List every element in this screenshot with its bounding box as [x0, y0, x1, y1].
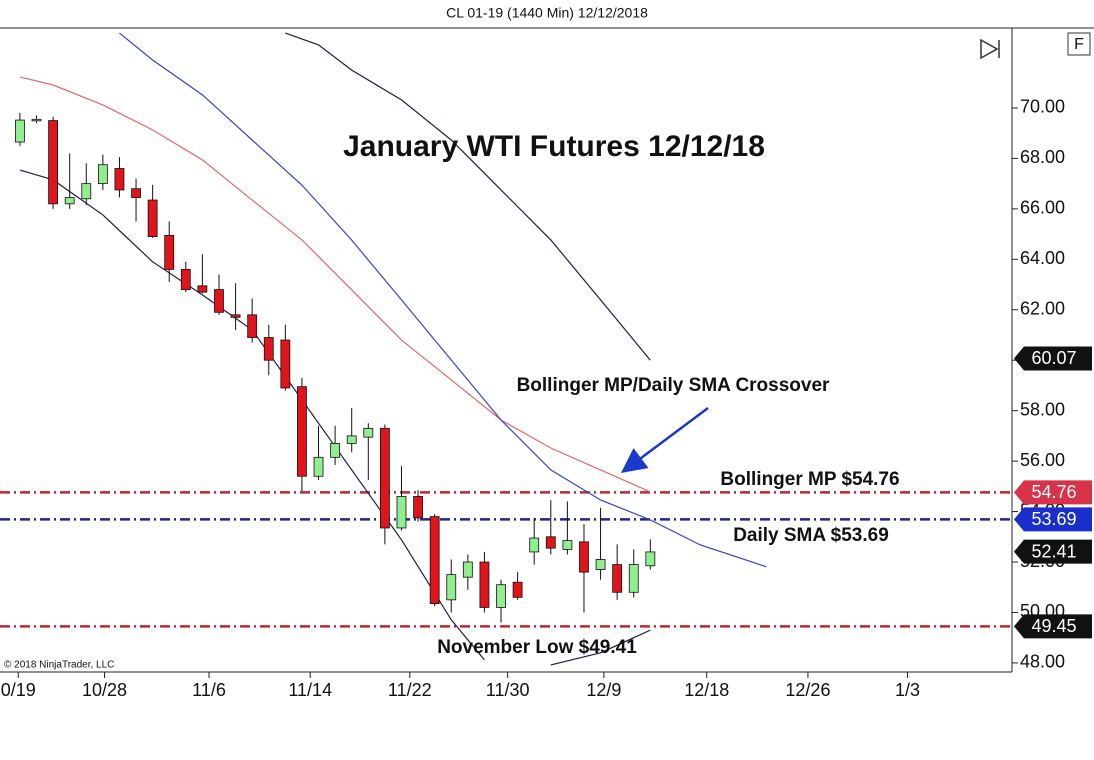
- y-tick-label: 56.00: [1020, 450, 1065, 470]
- candle-body: [579, 541, 589, 573]
- price-tag: [1014, 346, 1092, 371]
- y-tick-label: 68.00: [1020, 147, 1065, 167]
- candle-body: [612, 564, 623, 593]
- overlay-line: [19, 76, 651, 493]
- price-tag-label: 53.69: [1031, 509, 1076, 529]
- candle-body: [446, 574, 457, 601]
- x-tick-label: 12/26: [785, 680, 830, 700]
- annotation: Bollinger MP/Daily SMA Crossover: [517, 375, 830, 396]
- price-tag: [1014, 507, 1092, 532]
- candle-body: [462, 561, 473, 578]
- candle-body: [512, 581, 523, 598]
- candle-body: [363, 427, 374, 438]
- candle-body: [114, 168, 125, 191]
- end-button-icon[interactable]: [980, 38, 1000, 60]
- candle-body: [313, 456, 324, 477]
- y-tick-label: 48.00: [1020, 652, 1065, 672]
- price-tag: [1014, 614, 1092, 639]
- candle-body: [263, 337, 274, 361]
- y-tick-label: 64.00: [1020, 248, 1065, 268]
- candle-body: [413, 496, 423, 519]
- candle-body: [429, 516, 440, 605]
- candle-body: [197, 285, 208, 293]
- candle-body: [280, 339, 291, 389]
- x-tick-label: 10/28: [82, 680, 127, 700]
- f-button[interactable]: [1067, 32, 1091, 56]
- price-tag: [1014, 480, 1092, 505]
- chart-title: CL 01-19 (1440 Min) 12/12/2018: [446, 5, 648, 21]
- candle-body: [15, 119, 25, 143]
- annotation: January WTI Futures 12/12/18: [343, 130, 765, 163]
- copyright: © 2018 NinjaTrader, LLC: [4, 660, 114, 671]
- y-tick-label: 66.00: [1020, 198, 1065, 218]
- x-tick-label: 0/19: [1, 680, 36, 700]
- candle-body: [496, 584, 506, 608]
- candle-body: [97, 164, 108, 185]
- arrow: [620, 406, 709, 473]
- candle-body: [230, 314, 241, 318]
- candle-body: [545, 536, 556, 549]
- price-tag-label: 54.76: [1031, 482, 1076, 502]
- overlay-line: [285, 32, 651, 361]
- candle-body: [48, 120, 58, 205]
- price-tag-label: 49.45: [1031, 616, 1076, 636]
- candle-body: [645, 551, 656, 567]
- candle-body: [379, 427, 390, 529]
- candle-body: [346, 435, 357, 444]
- y-tick-label: 58.00: [1020, 399, 1065, 419]
- x-tick-label: 12/18: [684, 680, 729, 700]
- candle-body: [247, 314, 258, 338]
- annotation: Daily SMA $53.69: [733, 525, 889, 546]
- overlay-line: [119, 32, 767, 568]
- candle-body: [330, 443, 341, 458]
- price-tag: [1014, 539, 1092, 564]
- x-tick-label: 11/6: [192, 680, 226, 700]
- candle-body: [180, 269, 191, 290]
- candle-body: [147, 199, 158, 238]
- price-tag-label: 52.41: [1031, 541, 1076, 561]
- candle-body: [628, 564, 639, 593]
- candle-body: [214, 289, 224, 313]
- candle-body: [64, 197, 75, 205]
- candle-body: [562, 540, 573, 550]
- candle-body: [164, 234, 175, 270]
- x-tick-label: 12/9: [586, 680, 621, 700]
- x-tick-label: 11/30: [486, 680, 530, 700]
- y-tick-label: 62.00: [1020, 299, 1065, 319]
- candle-body: [297, 386, 307, 477]
- candle-body: [529, 537, 540, 553]
- x-tick-label: 1/3: [895, 680, 920, 700]
- y-tick-label: 70.00: [1020, 97, 1065, 117]
- plot-area: [0, 32, 1012, 666]
- price-tag-label: 60.07: [1031, 348, 1076, 368]
- x-tick-label: 11/22: [388, 680, 432, 700]
- annotation: November Low $49.41: [437, 637, 637, 658]
- candle-body: [31, 118, 42, 122]
- candle-body: [131, 188, 141, 198]
- candle-body: [396, 496, 407, 529]
- x-tick-label: 11/14: [288, 680, 332, 700]
- candle-body: [81, 183, 92, 200]
- candle-body: [479, 561, 490, 608]
- f-button-label[interactable]: F: [1074, 36, 1084, 53]
- annotation: Bollinger MP $54.76: [720, 469, 899, 490]
- candle-body: [595, 559, 606, 570]
